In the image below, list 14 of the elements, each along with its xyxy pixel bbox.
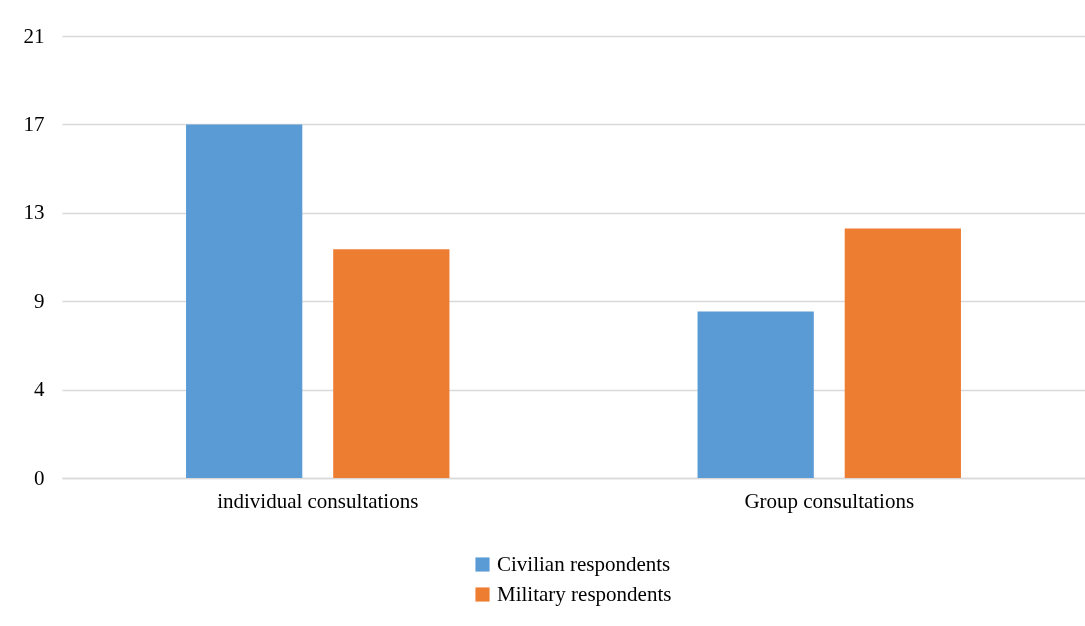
legend-label: Civilian respondents [497, 551, 671, 576]
bar [844, 228, 961, 478]
x-tick-label: individual consultations [217, 488, 419, 513]
bar [697, 311, 814, 478]
y-tick-label: 13 [23, 200, 45, 225]
bar [333, 249, 450, 478]
x-tick-label: Group consultations [744, 488, 915, 513]
y-tick-label: 4 [34, 377, 45, 402]
y-tick-label: 0 [34, 465, 45, 490]
y-tick-label: 21 [23, 23, 45, 48]
y-tick-label: 9 [34, 288, 45, 313]
bar [186, 124, 303, 478]
legend-label: Military respondents [497, 581, 672, 606]
y-tick-label: 17 [23, 111, 45, 136]
